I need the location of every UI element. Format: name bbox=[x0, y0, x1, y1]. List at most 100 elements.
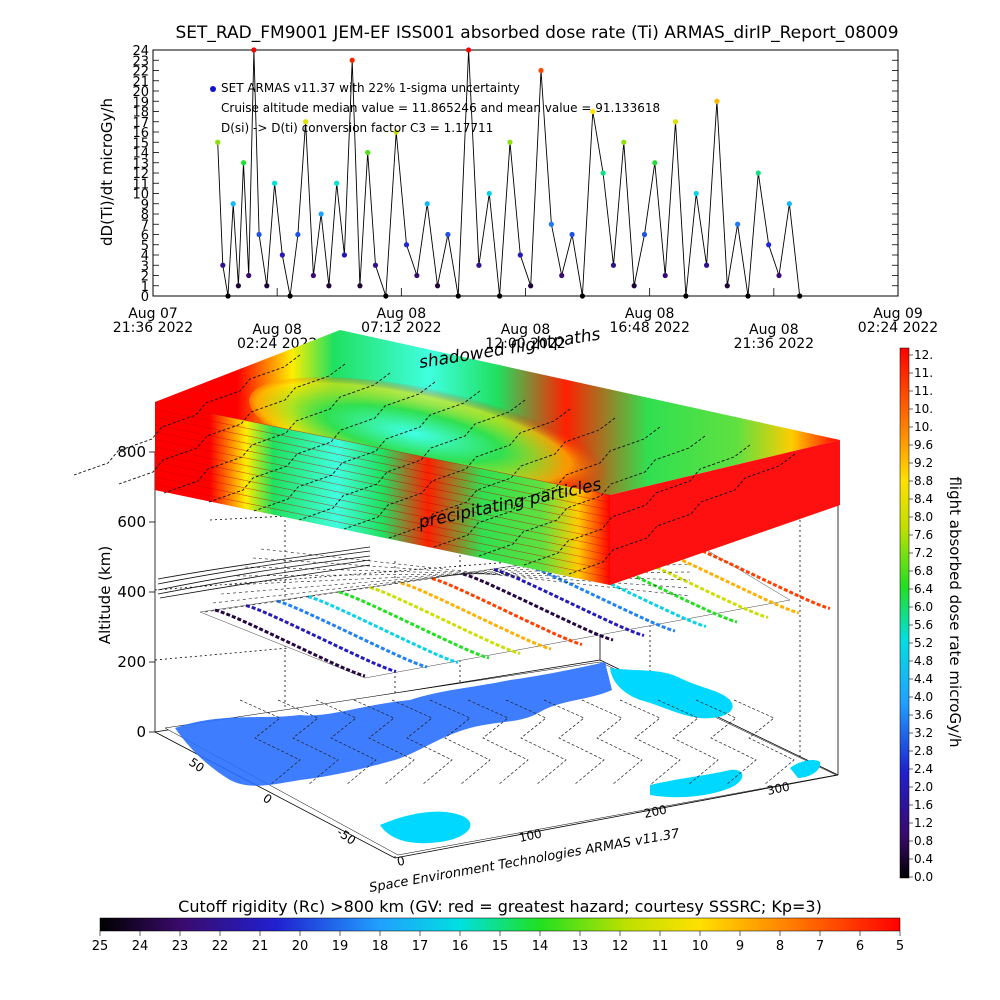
timeseries-series bbox=[215, 47, 803, 299]
y-tick-label: 9 bbox=[141, 198, 149, 213]
slab-edge-line bbox=[154, 401, 611, 496]
legend-dot-marker bbox=[210, 86, 216, 92]
y-tick-label: 0 bbox=[141, 290, 149, 305]
map-track bbox=[581, 699, 643, 786]
rigidity-tick-label: 10 bbox=[692, 939, 709, 954]
rigidity-tick-label: 15 bbox=[492, 939, 509, 954]
y-tick-label: 6 bbox=[141, 229, 149, 244]
orbit-track bbox=[369, 586, 521, 655]
y-tick-label: 11 bbox=[132, 177, 149, 192]
map-plane bbox=[164, 661, 837, 856]
y-tick-label: 13 bbox=[132, 157, 149, 172]
dose-rate-point bbox=[215, 139, 221, 145]
rigidity-tick-label: 24 bbox=[132, 939, 149, 954]
x-tick-label-time: 16:48 2022 bbox=[609, 320, 689, 336]
dose-rate-point bbox=[528, 283, 534, 289]
x-tick-label-time: 21:36 2022 bbox=[734, 336, 814, 352]
map-track bbox=[543, 699, 605, 786]
continent-cyan-east bbox=[650, 769, 743, 798]
y-tick-label: 15 bbox=[132, 136, 149, 151]
slab-edge-line bbox=[154, 476, 611, 571]
colorbar-tick-label: 8.0 bbox=[914, 510, 933, 524]
dose-rate-point bbox=[341, 252, 348, 258]
dose-rate-point bbox=[240, 160, 247, 166]
dose-rate-point bbox=[445, 231, 451, 238]
dose-rate-point bbox=[497, 293, 503, 299]
dose-rate-point bbox=[672, 119, 679, 125]
dose-rate-point bbox=[590, 108, 596, 115]
slab-edge-line bbox=[154, 446, 611, 541]
map-track bbox=[391, 699, 453, 786]
map-track bbox=[239, 699, 301, 786]
y-tick-label: 16 bbox=[132, 126, 149, 141]
rigidity-tick-label: 21 bbox=[252, 939, 269, 954]
dose-rate-point bbox=[683, 293, 689, 299]
slab-right-face bbox=[610, 440, 840, 585]
colorbar-tick-label: 1.2 bbox=[914, 816, 933, 830]
slab-track bbox=[73, 354, 301, 476]
dose-rate-point bbox=[507, 139, 513, 145]
x-tick-label-date: Aug 08 bbox=[377, 306, 427, 322]
altitude-tick-label: 800 bbox=[117, 443, 146, 461]
x-tick-label-time: 12:00 2022 bbox=[485, 336, 565, 352]
colorbar-tick-label: 5.6 bbox=[914, 618, 933, 632]
cutoff-rigidity-colorbar-fill bbox=[99, 917, 901, 932]
altitude-tick-label: 0 bbox=[136, 723, 146, 741]
timeseries-panel: 0123456789101112131415161718192021222324… bbox=[98, 44, 938, 352]
rigidity-tick-label: 6 bbox=[856, 939, 864, 954]
y-tick-label: 23 bbox=[132, 54, 149, 69]
rigidity-tick-label: 11 bbox=[652, 939, 669, 954]
dose-rate-point bbox=[334, 180, 340, 186]
orbit-track bbox=[276, 599, 428, 669]
slab-track bbox=[523, 444, 751, 566]
slab-track bbox=[253, 390, 481, 512]
dose-rate-point bbox=[786, 201, 792, 207]
slab-flight-tracks bbox=[73, 354, 796, 575]
dose-rate-point bbox=[517, 252, 523, 258]
dose-rate-colorbar-ticks: 12. 11. 11. 10. 10. 9.6 9.2 8.8 8.4 8.0 7.6 7.2 6.8 6… bbox=[909, 348, 933, 884]
map-track bbox=[505, 699, 567, 786]
dose-rate-point bbox=[641, 231, 648, 238]
dose-rate-point bbox=[264, 283, 270, 289]
colorbar-tick-label: 4.8 bbox=[914, 654, 933, 668]
dose-rate-colorbar-label: flight absorbed dose rate microGy/h bbox=[946, 476, 964, 747]
colorbar-tick-label: 9.6 bbox=[914, 438, 933, 452]
slab-track bbox=[208, 381, 436, 503]
colorbar-tick-label: 8.4 bbox=[914, 492, 933, 506]
colorbar-tick-label: 1.6 bbox=[914, 798, 933, 812]
colorbar-tick-label: 4.0 bbox=[914, 690, 933, 704]
colorbar-tick-label: 7.6 bbox=[914, 528, 933, 542]
colorbar-tick-label: 3.6 bbox=[914, 708, 933, 722]
colorbar-tick-label: 12. bbox=[914, 348, 933, 362]
map-flight-tracks bbox=[239, 699, 795, 786]
slab-track bbox=[118, 363, 346, 485]
longitude-tick-label: 100 bbox=[518, 826, 543, 844]
rigidity-tick-label: 9 bbox=[736, 939, 744, 954]
legend-annotations: SET ARMAS v11.37 with 22% 1-sigma uncert… bbox=[210, 81, 660, 135]
rigidity-tick-label: 18 bbox=[372, 939, 389, 954]
colorbar-tick-label: 0.8 bbox=[914, 834, 933, 848]
rigidity-tick-label: 5 bbox=[896, 939, 904, 954]
slab-edge-line bbox=[154, 409, 611, 503]
rigidity-tick-label: 19 bbox=[332, 939, 349, 954]
slab-track bbox=[343, 408, 571, 530]
orbit-track bbox=[214, 608, 366, 678]
y-tick-label: 7 bbox=[141, 218, 149, 233]
annotation-cruise-altitude: Cruise altitude median value = 11.865246… bbox=[221, 101, 660, 115]
dose-rate-point bbox=[455, 293, 461, 299]
colorbar-tick-label: 2.0 bbox=[914, 780, 933, 794]
rigidity-tick-label: 23 bbox=[172, 939, 189, 954]
dose-rate-point bbox=[318, 211, 324, 217]
y-tick-label: 8 bbox=[141, 208, 149, 223]
colorbar-tick-label: 9.2 bbox=[914, 456, 933, 470]
dose-rate-point bbox=[559, 272, 565, 279]
slab-track bbox=[478, 435, 706, 557]
x-tick-label-time: 02:24 2022 bbox=[858, 320, 938, 336]
dose-rate-point bbox=[735, 221, 741, 227]
dose-rate-point bbox=[403, 242, 410, 248]
map-track bbox=[619, 699, 681, 786]
dose-rate-point bbox=[256, 231, 262, 238]
annotation-uncertainty: SET ARMAS v11.37 with 22% 1-sigma uncert… bbox=[221, 81, 520, 95]
map-track bbox=[695, 699, 757, 786]
